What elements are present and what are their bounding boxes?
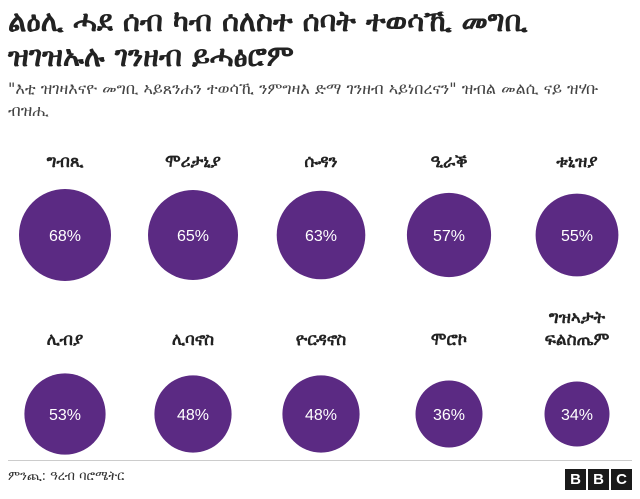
value-bubble — [535, 193, 619, 277]
source-note: ምንጪ: ዓረብ ባሮሜትር — [8, 469, 125, 484]
value-label: 34% — [561, 407, 593, 424]
value-label: 53% — [49, 407, 81, 424]
value-label: 65% — [177, 228, 209, 245]
category-label: ዒራቕ — [430, 152, 467, 172]
value-bubble — [544, 381, 610, 447]
category-label: ሱዳን — [304, 152, 337, 172]
value-label: 63% — [305, 228, 337, 245]
category-label: ዮርዳኖስ — [296, 330, 346, 350]
bubble-chart: ግብጺ 68% ሞሪታኒያ 65% ሱዳን 63% ዒራቕ 57% ቱኒዝያ 55% ሊብያ 53% ሊ… — [19, 152, 619, 455]
logo-letter: B — [565, 469, 586, 490]
value-bubble — [415, 380, 483, 448]
value-label: 68% — [49, 228, 81, 245]
logo-letter: B — [588, 469, 609, 490]
category-label: ግብጺ — [47, 152, 84, 172]
category-label: ሊብያ — [47, 330, 84, 350]
category-label: ሞሮኮ — [431, 330, 467, 350]
footer-divider — [8, 460, 632, 461]
value-label: 36% — [433, 407, 465, 424]
category-label: ግዝኣታት ፍልስጤም — [545, 308, 610, 350]
value-label: 48% — [305, 407, 337, 424]
value-label: 48% — [177, 407, 209, 424]
value-bubble — [276, 190, 366, 280]
chart-subtitle: "እቲ ዝገዛእናዮ መግቢ ኣይጸንሐን ተወሳኺ ንምግዛእ ድማ ገንዘብ… — [8, 79, 599, 120]
value-bubble — [282, 375, 360, 453]
value-bubble — [148, 190, 238, 280]
chart-title: ልዕሊ ሓደ ሰብ ካብ ሰለስተ ሰባት ተወሳኺ መግቢ ዝገዝኡሉ ገንዘ… — [8, 4, 528, 73]
logo-letter: C — [611, 469, 632, 490]
value-label: 55% — [561, 228, 593, 245]
value-bubble — [19, 189, 111, 281]
bbc-logo: B B C — [565, 469, 632, 490]
category-label: ቱኒዝያ — [555, 152, 597, 172]
category-label: ሞሪታኒያ — [165, 152, 221, 172]
value-bubble — [24, 373, 106, 455]
value-bubble — [406, 192, 492, 278]
value-label: 57% — [433, 228, 465, 245]
value-bubble — [154, 375, 232, 453]
category-label: ሊባኖስ — [172, 330, 214, 350]
